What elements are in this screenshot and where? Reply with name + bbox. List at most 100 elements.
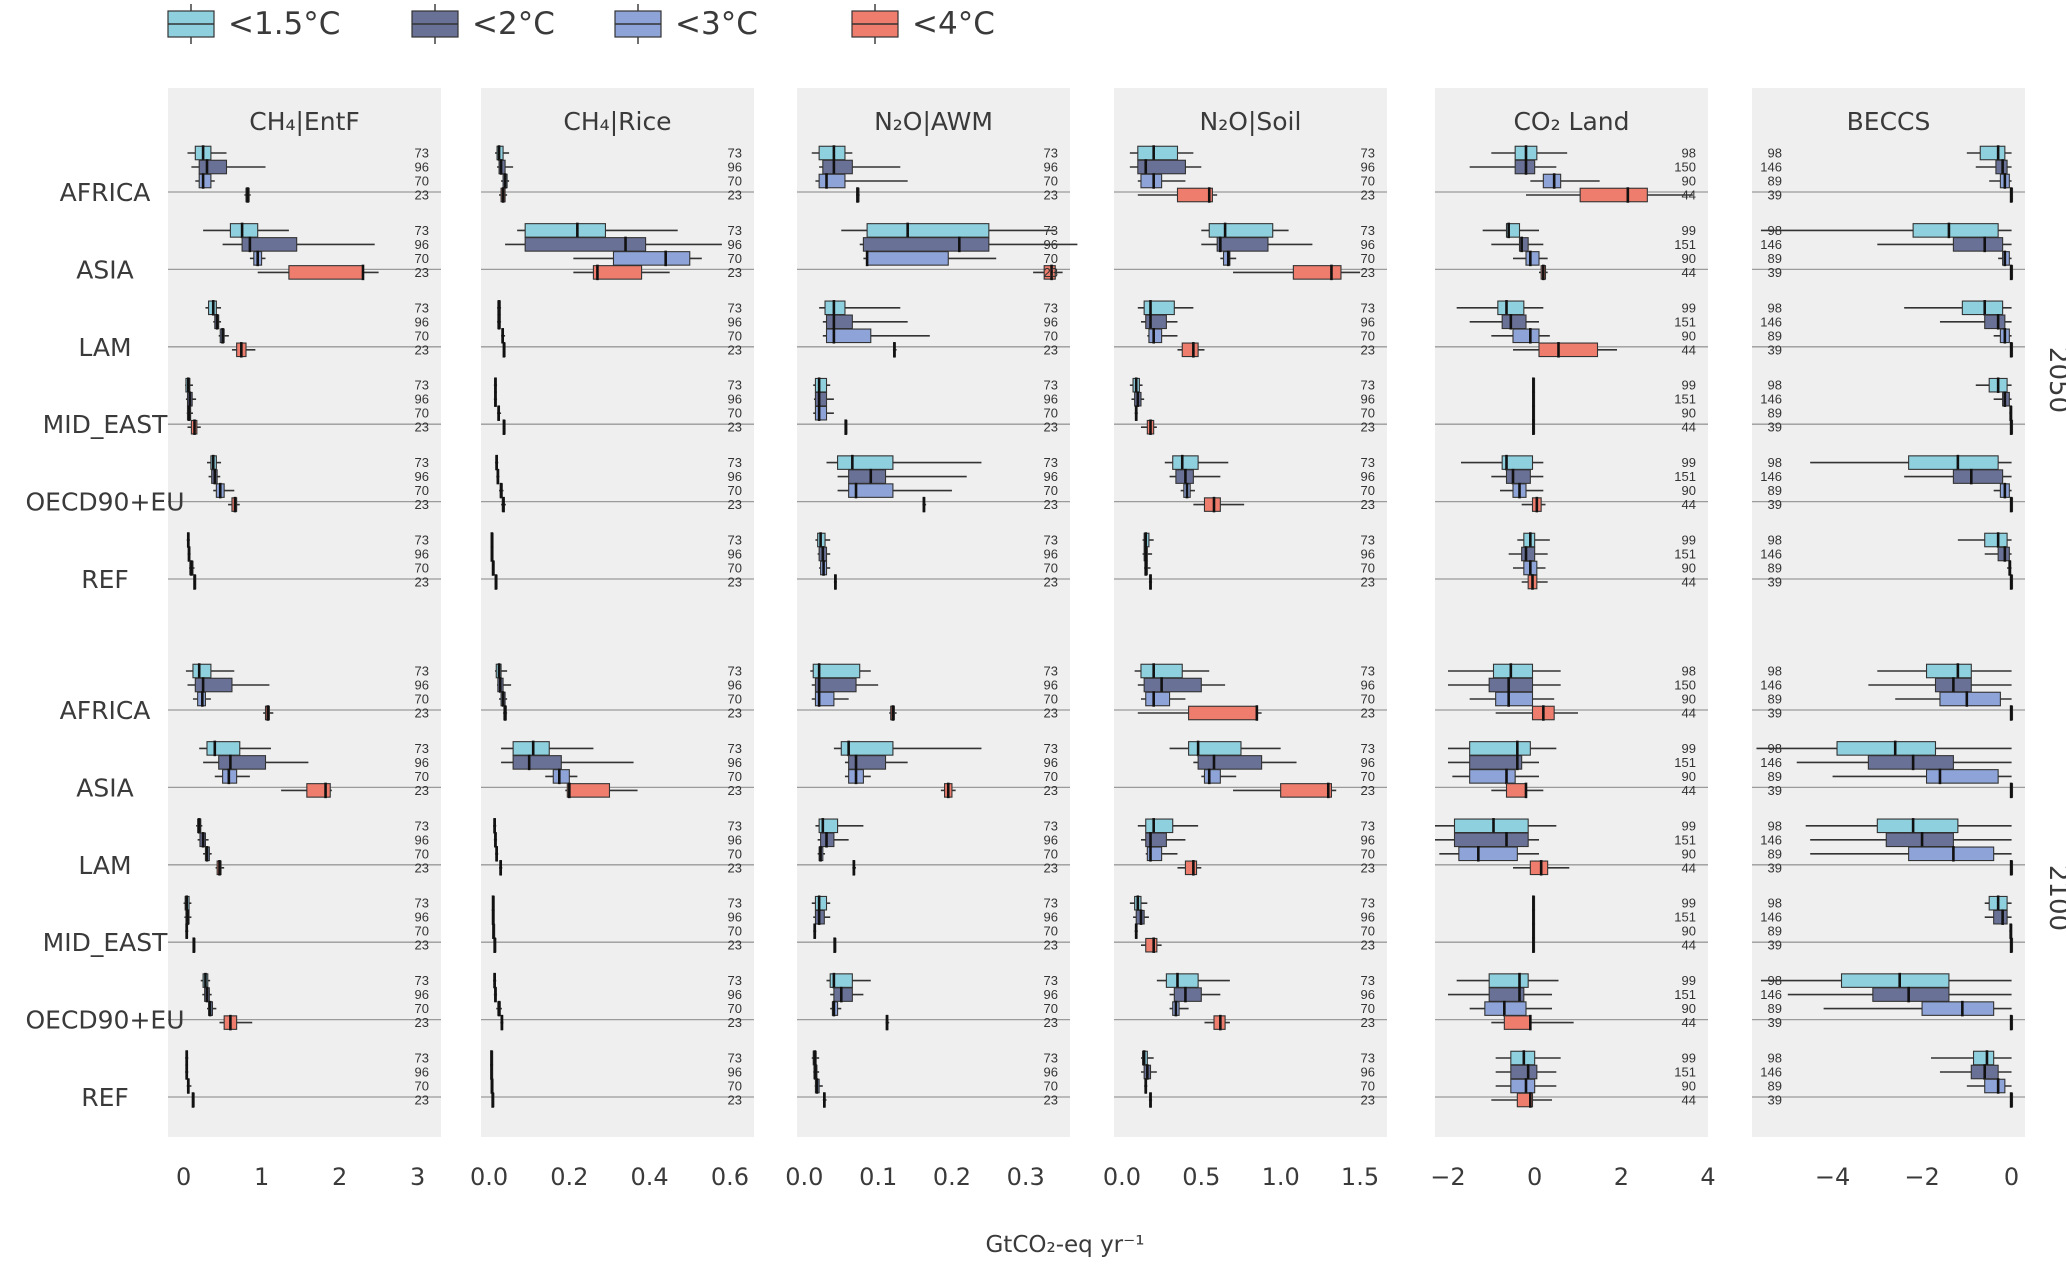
sample-count: 89 xyxy=(1768,924,1782,939)
iqr-box xyxy=(1516,1092,1534,1108)
box-3-c: 89 xyxy=(1768,691,2012,707)
sample-count: 73 xyxy=(728,378,742,393)
sample-count: 96 xyxy=(415,1065,429,1080)
x-tick-label: 0.4 xyxy=(631,1163,669,1191)
sample-count: 73 xyxy=(1044,741,1058,756)
box-2-c: 151 xyxy=(1532,391,1696,407)
sample-count: 70 xyxy=(728,769,742,784)
iqr-box xyxy=(1505,469,1531,484)
sample-count: 96 xyxy=(415,314,429,329)
box-2-c: 96 xyxy=(811,677,1058,693)
sample-count: 99 xyxy=(1682,818,1696,833)
sample-count: 70 xyxy=(415,406,429,421)
x-tick-label: 0.1 xyxy=(859,1163,897,1191)
box-3-c: 70 xyxy=(186,405,429,421)
sample-count: 73 xyxy=(1361,741,1375,756)
sample-count: 96 xyxy=(728,547,742,562)
iqr-box xyxy=(822,159,853,175)
iqr-box xyxy=(1184,860,1198,876)
sample-count: 70 xyxy=(728,1001,742,1016)
box-2-c: 96 xyxy=(837,468,1058,485)
sample-count: 89 xyxy=(1768,1079,1782,1094)
iqr-box xyxy=(1145,937,1158,953)
sample-count: 98 xyxy=(1768,300,1782,315)
sample-count: 99 xyxy=(1682,1051,1696,1066)
box-1-5-c: 73 xyxy=(811,145,1058,161)
sample-count: 73 xyxy=(728,818,742,833)
sample-count: 23 xyxy=(1044,783,1058,798)
sample-count: 90 xyxy=(1682,846,1696,861)
panel-title: CO₂ Land xyxy=(1513,107,1629,136)
box-1-5-c: 73 xyxy=(815,818,1058,834)
sample-count: 73 xyxy=(415,1051,429,1066)
sample-count: 98 xyxy=(1768,533,1782,548)
box-4-c: 23 xyxy=(493,937,742,953)
iqr-box xyxy=(1984,314,2006,330)
iqr-box xyxy=(1876,818,1959,834)
box-1-5-c: 73 xyxy=(501,740,742,757)
iqr-box xyxy=(1867,755,1954,770)
box-2-c: 96 xyxy=(490,1064,742,1080)
sample-count: 70 xyxy=(728,561,742,576)
sample-count: 99 xyxy=(1682,741,1696,756)
iqr-box xyxy=(1188,705,1258,721)
sample-count: 73 xyxy=(728,896,742,911)
box-1-5-c: 98 xyxy=(1760,972,2012,989)
box-3-c: 70 xyxy=(218,328,429,344)
sample-count: 70 xyxy=(1044,406,1058,421)
sample-count: 96 xyxy=(1361,987,1375,1002)
iqr-box xyxy=(1952,237,2004,252)
sample-count: 146 xyxy=(1760,160,1782,175)
x-tick-label: 0.5 xyxy=(1182,1163,1220,1191)
sample-count: 70 xyxy=(415,692,429,707)
sample-count: 98 xyxy=(1768,973,1782,988)
iqr-box xyxy=(1145,832,1167,848)
sample-count: 73 xyxy=(1361,223,1375,238)
iqr-box xyxy=(837,455,894,470)
box-3-c: 70 xyxy=(213,482,429,499)
iqr-box xyxy=(1197,755,1263,770)
iqr-box xyxy=(1469,769,1516,784)
sample-count: 89 xyxy=(1768,692,1782,707)
box-4-c: 23 xyxy=(1177,342,1375,358)
sample-count: 23 xyxy=(1361,420,1375,435)
sample-count: 150 xyxy=(1674,160,1696,175)
panel-title: N₂O|Soil xyxy=(1200,107,1302,136)
sample-count: 44 xyxy=(1682,575,1696,590)
box-4-c: 39 xyxy=(1768,496,2014,513)
box-2-c: 96 xyxy=(185,1064,429,1080)
sample-count: 70 xyxy=(415,251,429,266)
box-3-c: 89 xyxy=(1768,250,2012,267)
box-1-5-c: 73 xyxy=(185,377,429,393)
sample-count: 23 xyxy=(728,938,742,953)
iqr-box xyxy=(512,755,562,770)
panel-background xyxy=(1435,88,1708,1137)
box-4-c: 23 xyxy=(244,187,429,203)
sample-count: 73 xyxy=(1044,664,1058,679)
sample-count: 96 xyxy=(415,755,429,770)
sample-count: 39 xyxy=(1768,575,1782,590)
panel-background xyxy=(1752,88,2025,1137)
sample-count: 23 xyxy=(728,575,742,590)
sample-count: 96 xyxy=(1361,160,1375,175)
box-4-c: 23 xyxy=(499,187,742,203)
sample-count: 70 xyxy=(1361,406,1375,421)
iqr-box xyxy=(818,173,846,189)
box-1-5-c: 73 xyxy=(203,222,429,239)
iqr-box xyxy=(1840,973,1950,988)
sample-count: 23 xyxy=(415,575,429,590)
sample-count: 23 xyxy=(1044,706,1058,721)
box-1-5-c: 73 xyxy=(495,663,742,679)
sample-count: 73 xyxy=(415,455,429,470)
box-3-c: 70 xyxy=(1140,691,1375,707)
